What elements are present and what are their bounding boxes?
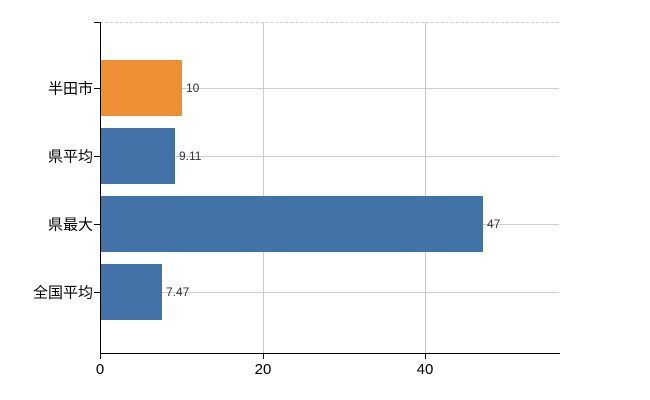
- category-label: 県平均: [47, 148, 93, 166]
- x-tick-label: 40: [416, 361, 434, 378]
- bar: [101, 60, 182, 116]
- category-gridline: [100, 292, 559, 293]
- bar: [101, 128, 175, 184]
- category-label: 半田市: [47, 80, 93, 98]
- value-label: 47: [487, 217, 501, 231]
- y-axis-tick: [94, 88, 100, 89]
- plot-top-gridline: [100, 22, 559, 23]
- bar: [101, 196, 483, 252]
- x-axis-tick: [425, 354, 426, 359]
- y-axis-tick: [94, 156, 100, 157]
- y-axis: [100, 22, 101, 354]
- y-axis-tick: [94, 292, 100, 293]
- x-axis: [100, 353, 560, 354]
- category-label: 県最大: [47, 216, 93, 234]
- category-gridline: [100, 156, 559, 157]
- y-axis-top-tick: [94, 22, 100, 23]
- x-gridline: [263, 22, 264, 353]
- value-label: 7.47: [166, 285, 190, 299]
- x-axis-tick: [100, 354, 101, 359]
- y-axis-tick: [94, 224, 100, 225]
- x-gridline: [425, 22, 426, 353]
- value-label: 9.11: [179, 149, 202, 163]
- x-axis-tick: [263, 354, 264, 359]
- category-label: 全国平均: [32, 284, 93, 302]
- category-gridline: [100, 88, 559, 89]
- value-label: 10: [186, 81, 200, 95]
- x-tick-label: 20: [254, 361, 272, 378]
- x-tick-label: 0: [95, 361, 105, 378]
- bar: [101, 264, 162, 320]
